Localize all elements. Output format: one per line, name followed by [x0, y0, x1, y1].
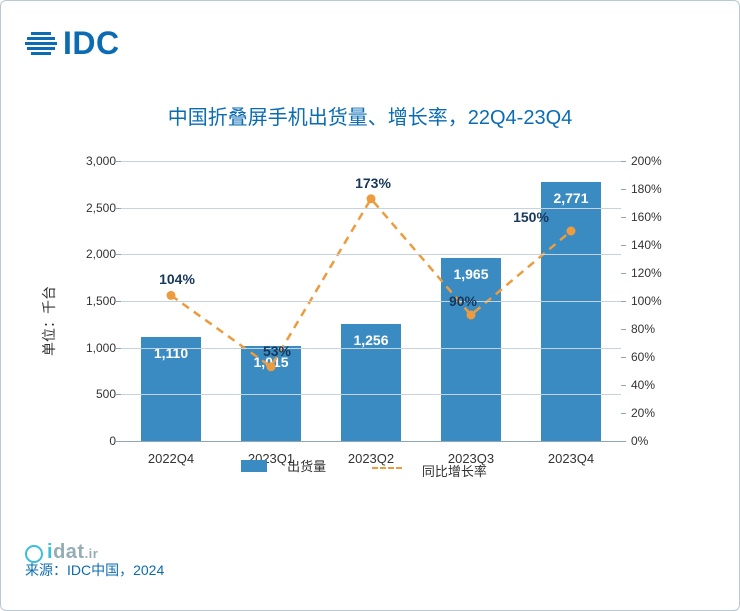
y-right-label: 120%: [631, 266, 662, 280]
y-right-label: 200%: [631, 154, 662, 168]
y-left-label: 0: [76, 434, 116, 448]
bar: 1,256: [341, 324, 401, 441]
chart-card: IDC 中国折叠屏手机出货量、增长率，22Q4-23Q4 单位：千台 1,110…: [0, 0, 740, 611]
legend-line: 同比增长率: [372, 461, 501, 480]
y-left-label: 2,500: [76, 201, 116, 215]
legend: 出货量 同比增长率: [81, 456, 661, 480]
idc-logo: IDC: [25, 25, 120, 62]
legend-bar: 出货量: [241, 456, 340, 475]
globe-stripe-icon: [25, 28, 57, 60]
shipment-chart: 单位：千台 1,1101,0151,2561,9652,771 05001,00…: [81, 141, 661, 501]
legend-line-label: 同比增长率: [422, 461, 487, 480]
source-text: 来源：IDC中国，2024: [25, 560, 164, 580]
y-right-label: 0%: [631, 434, 648, 448]
y-right-label: 40%: [631, 378, 655, 392]
bar-value-label: 1,256: [341, 332, 401, 348]
y-left-label: 2,000: [76, 247, 116, 261]
logo-text: IDC: [63, 25, 120, 62]
y-right-label: 180%: [631, 182, 662, 196]
bar-value-label: 1,965: [441, 266, 501, 282]
y-right-label: 80%: [631, 322, 655, 336]
bar: 1,965: [441, 258, 501, 441]
chart-title: 中国折叠屏手机出货量、增长率，22Q4-23Q4: [11, 101, 729, 130]
y-right-label: 160%: [631, 210, 662, 224]
y-left-label: 1,000: [76, 341, 116, 355]
line-value-label: 173%: [355, 175, 391, 191]
plot-area: 1,1101,0151,2561,9652,771 05001,0001,500…: [121, 161, 621, 441]
line-value-label: 104%: [159, 271, 195, 287]
bar-value-label: 2,771: [541, 190, 601, 206]
y-right-label: 100%: [631, 294, 662, 308]
y-left-label: 500: [76, 387, 116, 401]
bar: 2,771: [541, 182, 601, 441]
line-value-label: 90%: [449, 293, 477, 309]
y-right-label: 140%: [631, 238, 662, 252]
bar-swatch-icon: [241, 460, 267, 472]
y-axis-title: 单位：千台: [39, 286, 59, 356]
y-right-label: 60%: [631, 350, 655, 364]
line-swatch-icon: [372, 467, 402, 469]
y-left-label: 1,500: [76, 294, 116, 308]
line-value-label: 150%: [513, 209, 549, 225]
y-left-label: 3,000: [76, 154, 116, 168]
line-value-label: 53%: [263, 343, 291, 359]
bar: 1,110: [141, 337, 201, 441]
legend-bar-label: 出货量: [287, 456, 326, 475]
y-right-label: 20%: [631, 406, 655, 420]
